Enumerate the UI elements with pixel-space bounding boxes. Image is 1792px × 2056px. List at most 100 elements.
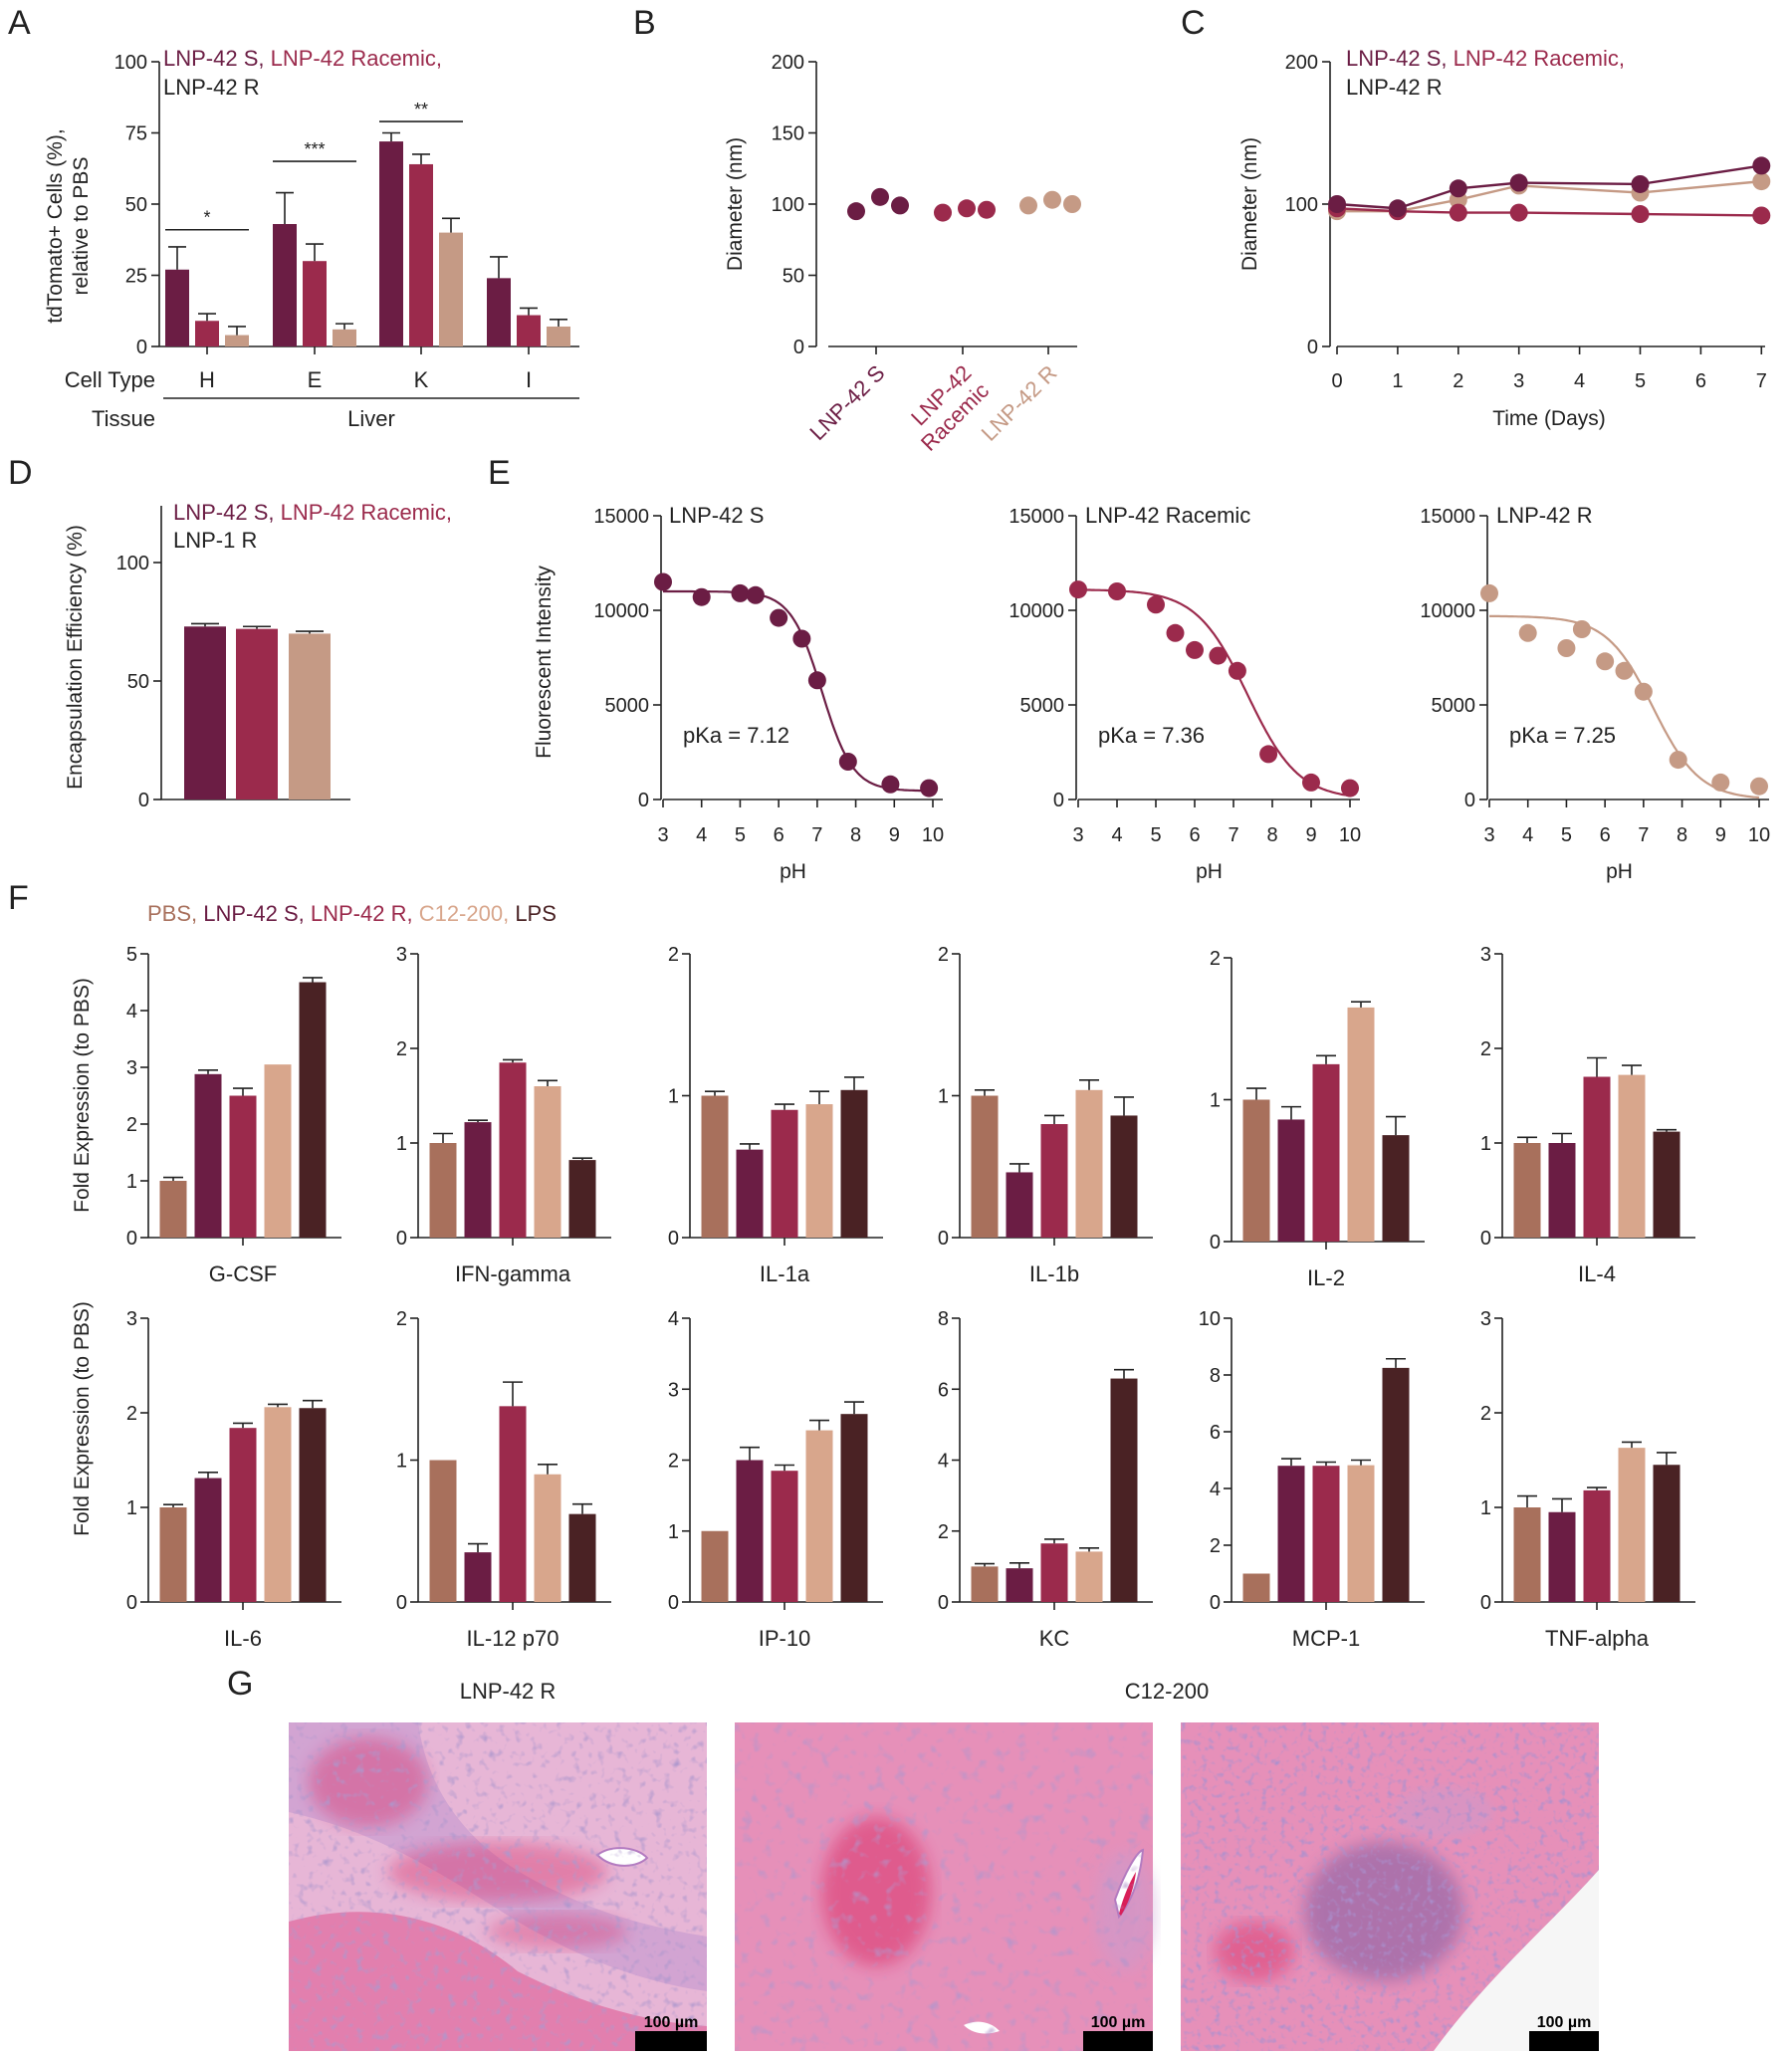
panel-e-point (920, 779, 939, 798)
panel-f-cytokine-label: TNF-alpha (1545, 1626, 1650, 1651)
panel-f-bar (840, 1089, 868, 1238)
panel-a-significance-stars: * (203, 208, 210, 228)
panel-c-xlabel: Time (Days) (1492, 407, 1606, 430)
panel-e-x-tick-label: 4 (1522, 824, 1533, 846)
panel-c-point (1509, 203, 1528, 222)
panel-f-bar (736, 1460, 764, 1602)
panel-f-bar (701, 1530, 729, 1602)
panel-a-bar (547, 326, 570, 346)
panel-e-x-tick-label: 5 (735, 824, 746, 846)
panel-f-y-tick-label: 2 (1480, 1403, 1491, 1425)
panel-d-ylabel: Encapsulation Efficiency (%) (64, 525, 87, 790)
panel-b-category-label: LNP-42 R (977, 360, 1062, 446)
panel-f-y-tick-label: 8 (1210, 1365, 1221, 1387)
panel-e-x-tick-label: 7 (811, 824, 822, 846)
panel-g-title-lnp42r: LNP-42 R (460, 1679, 557, 1704)
panel-c-series-line (1336, 207, 1762, 217)
panel-e-x-tick-label: 8 (850, 824, 861, 846)
panel-f-y-tick-label: 0 (396, 1592, 407, 1614)
panel-e-x-tick-label: 9 (1305, 824, 1316, 846)
panel-f-subplot: 0 1 2 IL-2 (1210, 948, 1425, 1290)
panel-letter-a: A (8, 4, 31, 42)
panel-c-point (1752, 156, 1771, 175)
panel-f-y-tick-label: 0 (1480, 1592, 1491, 1614)
panel-f-bar (1347, 1007, 1375, 1242)
panel-f-y-tick-label: 4 (1210, 1479, 1221, 1500)
panel-c-y-tick-label: 0 (1307, 337, 1318, 358)
panel-f-bar (499, 1062, 527, 1238)
panel-f-y-tick-label: 1 (1480, 1133, 1491, 1155)
panel-c-point (1631, 174, 1650, 193)
panel-a-y-tick-label: 50 (125, 194, 147, 216)
panel-e-point (1518, 623, 1537, 642)
panel-e-x-tick-label: 5 (1150, 824, 1161, 846)
scale-bar-label-2: 100 µm (1091, 2014, 1146, 2031)
panel-c-point (1752, 172, 1771, 191)
panel-f-ylabel-row2: Fold Expression (to PBS) (71, 1301, 94, 1536)
panel-f-bar (805, 1104, 833, 1238)
panel-e-point (792, 629, 811, 648)
panel-a-legend-line1: LNP-42 S, LNP-42 Racemic, (163, 46, 442, 71)
panel-e-y-tick-label: 10000 (1008, 600, 1064, 622)
panel-e-y-tick-label: 10000 (593, 600, 649, 622)
panel-b-y-tick-label: 0 (793, 337, 804, 358)
panel-a-significance-stars: ** (414, 100, 428, 119)
panel-b-point (1043, 190, 1061, 209)
panel-f-cytokine-label: IP-10 (759, 1626, 811, 1651)
panel-f-y-tick-label: 10 (1199, 1308, 1221, 1330)
panel-f-y-tick-label: 0 (126, 1592, 137, 1614)
panel-letter-e: E (488, 454, 511, 492)
panel-f-subplot: 0 1 2 IL-1b (938, 944, 1153, 1286)
panel-c-point (1752, 206, 1771, 225)
panel-b-point (958, 199, 976, 218)
panel-a-tissue-label: Tissue (92, 406, 155, 431)
panel-f-bar (1653, 1465, 1680, 1602)
panel-e-point (1259, 745, 1278, 764)
panel-f-y-tick-label: 4 (126, 1001, 137, 1023)
panel-c-point (1449, 179, 1467, 198)
panel-a-bar (273, 224, 297, 346)
panel-e-pka-label: pKa = 7.36 (1098, 723, 1205, 748)
panel-e-point (1572, 620, 1591, 638)
panel-f-y-tick-label: 0 (668, 1228, 679, 1250)
panel-a-category-label: H (199, 367, 215, 392)
panel-c-x-tick-label: 1 (1392, 370, 1403, 392)
panel-f-cytokine-label: G-CSF (209, 1261, 277, 1286)
panel-f-bar (1006, 1172, 1033, 1238)
panel-e-x-tick-label: 3 (1483, 824, 1494, 846)
panel-e-point (731, 583, 750, 602)
panel-f-cytokine-label: IL-12 p70 (467, 1626, 560, 1651)
panel-c-x-tick-label: 7 (1756, 370, 1767, 392)
panel-f-subplot: 0 1 2 3 4 IP-10 (668, 1308, 883, 1651)
panel-d-bar-chart: Encapsulation Efficiency (%) LNP-42 S, L… (64, 500, 452, 811)
panel-a-bar (517, 315, 541, 346)
panel-f-subplot: 0 1 2 3 IL-6 (126, 1308, 341, 1651)
panel-f-bar (840, 1414, 868, 1602)
panel-f-y-tick-label: 2 (396, 1308, 407, 1330)
legend-lnp42r: LNP-42 R (1346, 75, 1443, 100)
panel-e-point (1186, 640, 1204, 659)
panel-e-x-tick-label: 5 (1561, 824, 1572, 846)
panel-e-point (807, 671, 826, 690)
panel-d-y-tick-label: 50 (127, 671, 149, 693)
legend-lnp42s: LNP-42 S, (163, 46, 265, 71)
panel-e-x-tick-label: 8 (1266, 824, 1277, 846)
panel-f-legend: PBS, LNP-42 S, LNP-42 R, C12-200, LPS (147, 901, 557, 926)
panel-a-tissue-name: Liver (347, 406, 395, 431)
panel-e-x-tick-label: 6 (1600, 824, 1611, 846)
panel-b-point (891, 196, 909, 215)
panel-d-bar (236, 628, 278, 800)
panel-f-y-tick-label: 3 (1480, 1308, 1491, 1330)
panel-e-point (1669, 751, 1687, 770)
panel-e-point (1069, 580, 1087, 599)
legend-lnp42r: LNP-42 R (163, 75, 260, 100)
panel-e-point (1302, 773, 1320, 792)
panel-f-bar (1382, 1135, 1410, 1242)
panel-letter-d: D (8, 454, 33, 492)
panel-e-x-tick-label: 10 (1748, 824, 1770, 846)
panel-e-point (1596, 652, 1615, 671)
panel-f-subplot: 0 1 2 IL-12 p70 (396, 1308, 611, 1651)
panel-a-y-tick-label: 75 (125, 123, 147, 145)
